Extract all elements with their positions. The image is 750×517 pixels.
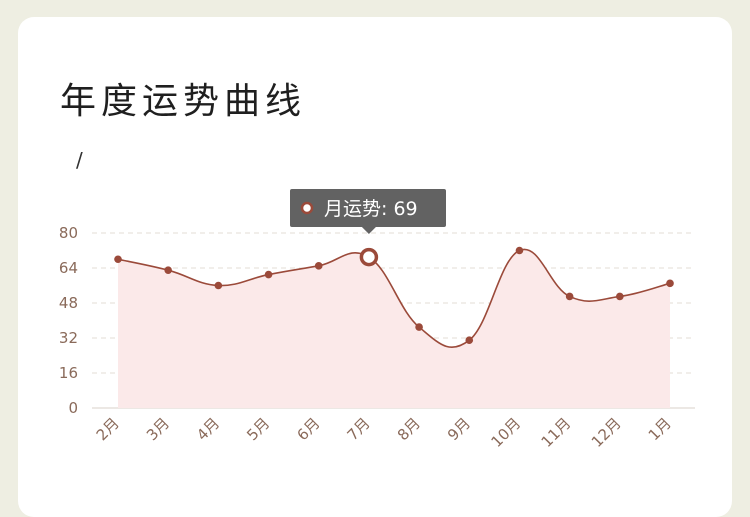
y-tick-label: 64 <box>59 259 78 277</box>
data-point <box>666 280 674 288</box>
x-tick-label: 8月 <box>394 414 424 444</box>
x-tick-label: 6月 <box>293 414 323 444</box>
y-tick-label: 80 <box>59 224 78 242</box>
area-layer <box>118 249 670 408</box>
x-tick-label: 7月 <box>344 414 374 444</box>
data-point <box>315 262 323 270</box>
data-point <box>114 255 122 263</box>
y-axis: 0 16 32 48 64 80 <box>59 224 78 417</box>
x-axis: 2月 3月 4月 5月 6月 7月 8月 9月 10月 11月 12月 1月 <box>93 414 675 451</box>
y-tick-label: 48 <box>59 294 78 312</box>
data-point <box>566 293 574 301</box>
data-point <box>164 266 172 274</box>
x-tick-label: 9月 <box>444 414 474 444</box>
data-point <box>465 336 473 344</box>
x-tick-label: 10月 <box>487 414 524 451</box>
y-tick-label: 0 <box>68 399 78 417</box>
data-point <box>265 271 273 279</box>
x-tick-label: 5月 <box>243 414 273 444</box>
data-point <box>616 293 624 301</box>
data-point <box>215 282 223 290</box>
x-tick-label: 12月 <box>588 414 625 451</box>
highlighted-point <box>361 250 376 265</box>
tooltip-label: 月运势: 69 <box>324 198 418 220</box>
y-tick-label: 32 <box>59 329 78 347</box>
x-tick-label: 2月 <box>93 414 123 444</box>
x-tick-label: 3月 <box>143 414 173 444</box>
tooltip: 月运势: 69 <box>290 189 446 234</box>
x-tick-label: 4月 <box>193 414 223 444</box>
y-tick-label: 16 <box>59 364 78 382</box>
data-point <box>516 247 524 255</box>
data-point <box>415 323 423 331</box>
tooltip-marker-icon <box>302 203 312 213</box>
x-tick-label: 1月 <box>645 414 675 444</box>
x-tick-label: 11月 <box>538 414 575 451</box>
series-area <box>118 249 670 408</box>
